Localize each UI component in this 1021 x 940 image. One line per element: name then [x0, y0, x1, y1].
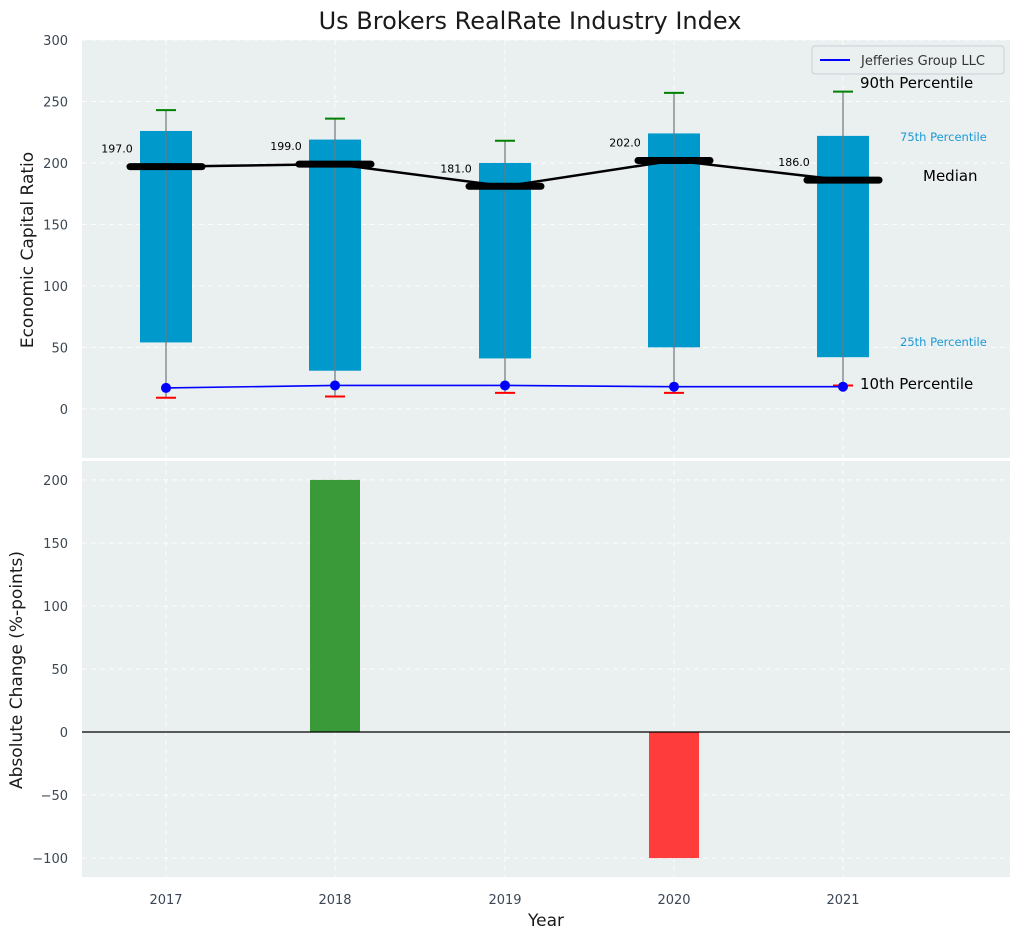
y-tick-label: 50 [51, 663, 68, 678]
top-panel-background [82, 40, 1010, 458]
annotation-90th-percentile: 90th Percentile [860, 74, 973, 92]
legend-entry-jefferies: Jefferies Group LLC [860, 54, 985, 69]
median-value-label: 197.0 [101, 143, 133, 156]
y-tick-label: 100 [43, 600, 68, 615]
company-series-point [500, 380, 510, 391]
bottom-y-axis-title: Absolute Change (%-points) [7, 551, 27, 789]
y-tick-label: 250 [43, 95, 68, 110]
change-bar [649, 732, 699, 859]
y-tick-label: 50 [51, 341, 68, 356]
x-axis-title: Year [527, 911, 564, 931]
x-tick-label: 2017 [149, 893, 182, 908]
company-series-point [330, 380, 340, 391]
x-tick-label: 2021 [826, 893, 859, 908]
chart-title: Us Brokers RealRate Industry Index [319, 7, 742, 35]
y-tick-label: 0 [60, 726, 68, 741]
y-tick-label: 100 [43, 280, 68, 295]
y-tick-label: 150 [43, 537, 68, 552]
annotation-25th-percentile: 25th Percentile [900, 335, 987, 349]
bottom-panel-marks [82, 479, 1010, 859]
y-tick-label: 200 [43, 157, 68, 172]
y-tick-label: 200 [43, 474, 68, 489]
top-y-tick-labels: 0 50 100 150 200 250 300 [43, 34, 68, 418]
change-bar [310, 479, 360, 733]
x-tick-labels: 2017 2018 2019 2020 2021 [149, 893, 859, 908]
median-value-label: 199.0 [270, 140, 302, 153]
y-tick-label: 300 [43, 34, 68, 49]
top-panel-marks: 197.0 199.0 181.0 202.0 186.0 [101, 90, 883, 399]
y-tick-label: 0 [60, 403, 68, 418]
company-series-point [838, 381, 848, 392]
annotation-median: Median [923, 167, 978, 185]
x-tick-label: 2019 [488, 893, 521, 908]
top-y-axis-title: Economic Capital Ratio [18, 152, 38, 348]
bottom-y-tick-labels: −100 −50 0 50 100 150 200 [32, 474, 68, 867]
annotation-10th-percentile: 10th Percentile [860, 375, 973, 393]
x-tick-label: 2020 [657, 893, 690, 908]
x-tick-label: 2018 [318, 893, 351, 908]
company-series-point [161, 382, 171, 393]
y-tick-label: −50 [41, 789, 68, 804]
annotation-75th-percentile: 75th Percentile [900, 130, 987, 144]
legend-box [811, 45, 1005, 75]
median-value-label: 181.0 [440, 162, 472, 175]
y-tick-label: 150 [43, 218, 68, 233]
company-series-point [669, 381, 679, 392]
median-value-label: 202.0 [609, 136, 641, 149]
legend: Jefferies Group LLC [811, 45, 1005, 75]
median-value-label: 186.0 [778, 156, 810, 169]
y-tick-label: −100 [32, 852, 68, 867]
